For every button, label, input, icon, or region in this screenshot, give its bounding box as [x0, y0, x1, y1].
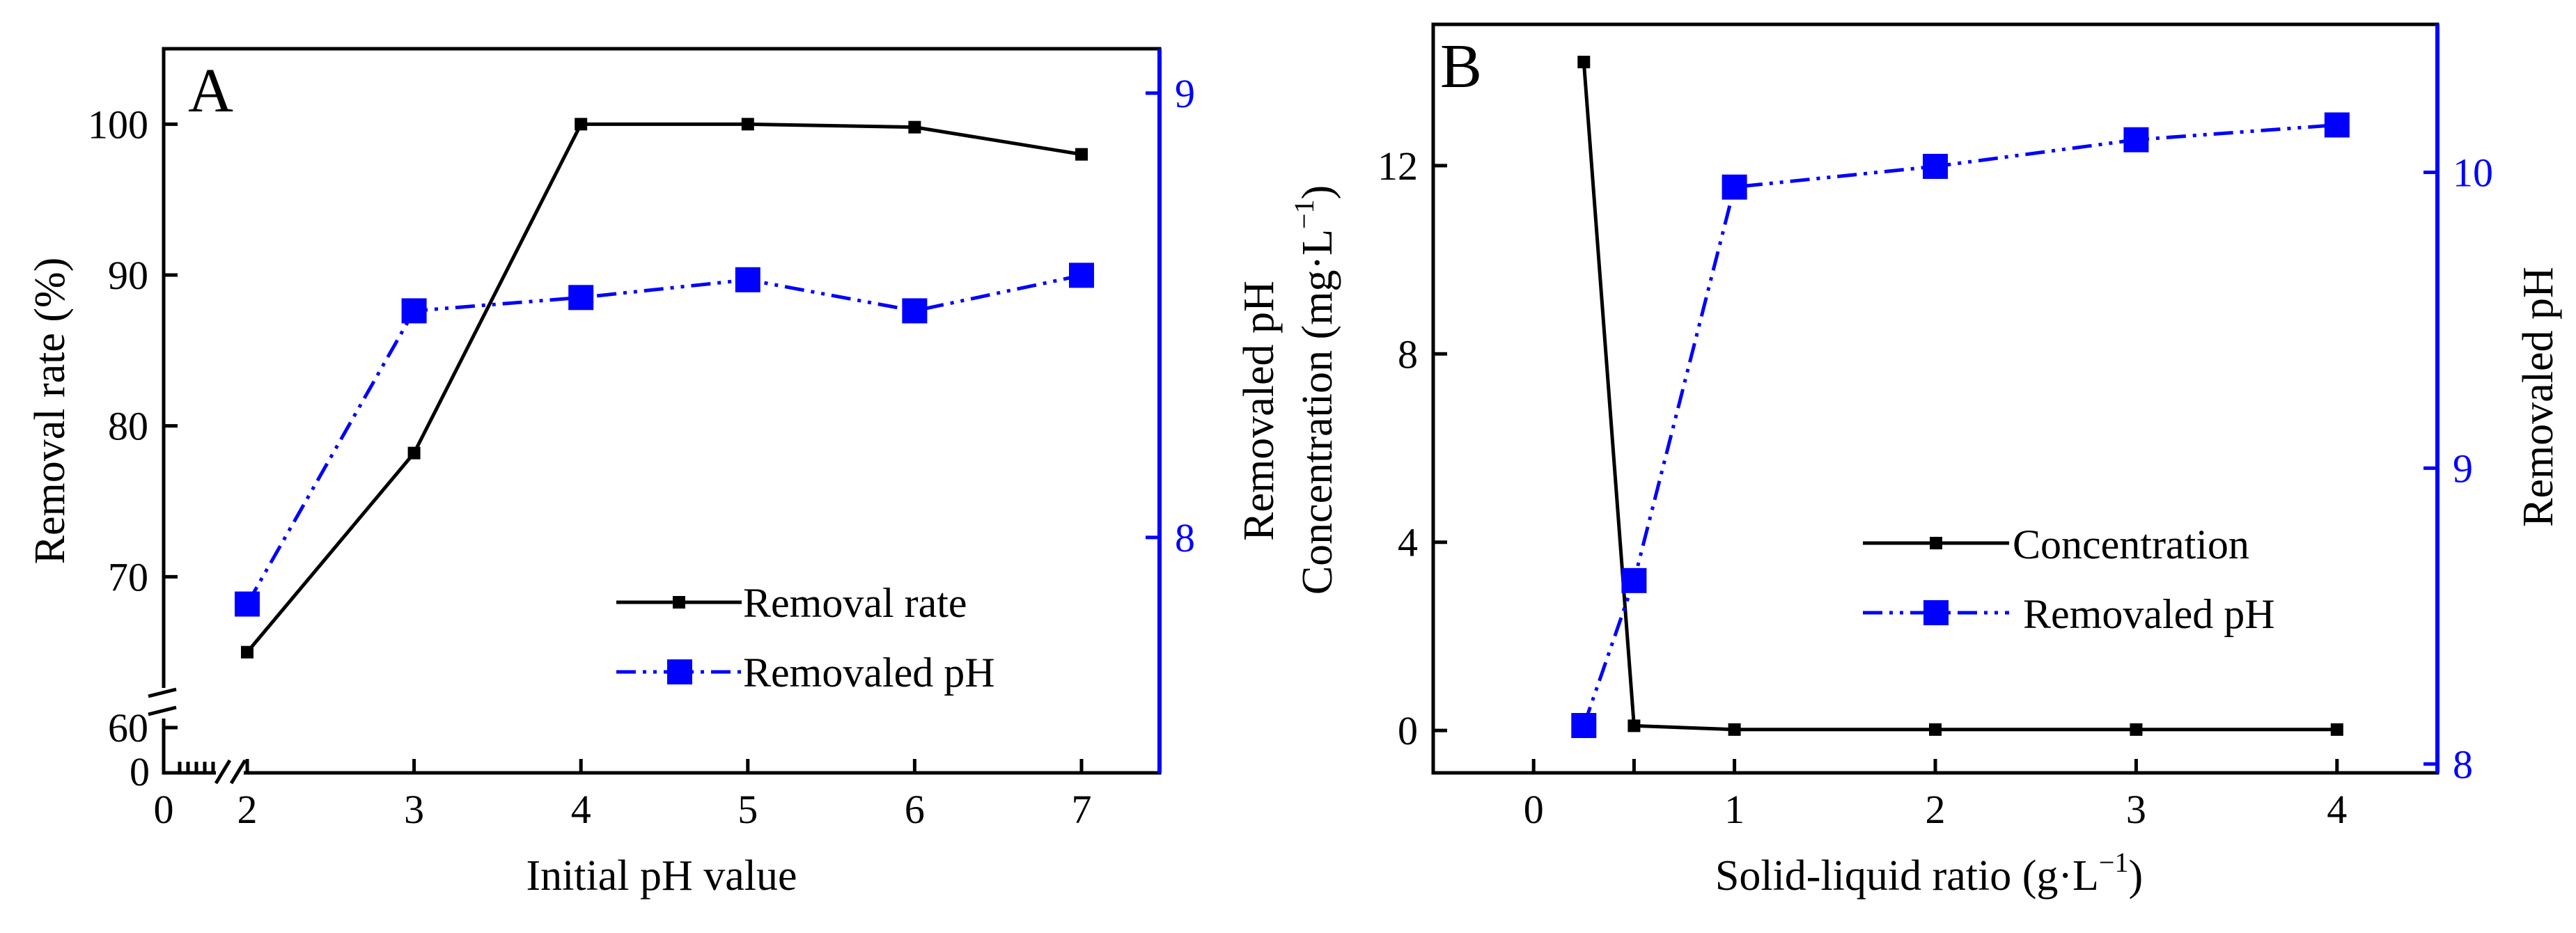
panel-b-y-tick-label: 12 [1377, 143, 1418, 189]
panel-b-y-tick-label: 0 [1398, 708, 1418, 753]
chart-figure: A 0 0234567 60708090100 89 Initial pH va… [0, 0, 2576, 930]
panel-a-legend-marker-ph [667, 659, 692, 684]
panel-b-point-removaled-ph [2325, 112, 2350, 137]
panel-a-point-removaled-ph [568, 285, 593, 310]
panel-b-point-removaled-ph [1923, 154, 1948, 179]
panel-b-x-axis-title-main: Solid-liquid ratio (g·L [1715, 852, 2099, 900]
panel-b-x-tick-label: 1 [1724, 787, 1744, 832]
panel-a-x-tick-label: 3 [404, 787, 424, 832]
panel-a-x-tick-label: 7 [1072, 787, 1092, 832]
panel-b-x-tick-label: 2 [1926, 787, 1946, 832]
panel-b-right-tick-label: 9 [2453, 446, 2473, 491]
panel-b-x-tick-label: 4 [2327, 787, 2347, 832]
panel-b-y-tick-label: 8 [1398, 331, 1418, 377]
panel-b-point-concentration [2130, 723, 2142, 736]
panel-b-point-removaled-ph [1571, 713, 1596, 738]
panel-b-point-concentration [1577, 56, 1590, 68]
panel-b-point-concentration [1728, 723, 1741, 736]
panel-b-label: B [1440, 32, 1482, 101]
panel-a-legend-label-ph: Removaled pH [743, 650, 995, 696]
panel-a-legend-marker-removal [673, 596, 685, 609]
panel-b-y-tick-label: 4 [1398, 520, 1418, 565]
panel-a-point-removaled-ph [235, 592, 260, 617]
panel-a-right-axis-title: Removaled pH [1235, 281, 1283, 541]
panel-b-point-concentration [1627, 719, 1640, 732]
panel-a-x-tick-label: 5 [737, 787, 758, 832]
panel-a-label: A [188, 56, 233, 125]
panel-a-y-break-label: 0 [130, 749, 150, 794]
panel-a-y-tick-label: 100 [88, 102, 148, 147]
panel-b-x-tick-label: 3 [2126, 787, 2146, 832]
panel-b-x-axis-title-end: ) [2128, 852, 2143, 900]
panel-b-legend-label-ph: Removaled pH [2023, 591, 2275, 637]
panel-a-x-tick-label: 6 [905, 787, 925, 832]
panel-b-y-axis-title: Concentration (mg·L−1) [1288, 185, 1341, 595]
panel-a-point-removal-rate [908, 121, 921, 134]
panel-a-point-removaled-ph [1069, 262, 1094, 288]
panel-b-legend-marker-ph [1923, 600, 1949, 625]
panel-a-right-tick-label: 9 [1175, 71, 1195, 116]
panel-a-point-removal-rate [1075, 148, 1088, 161]
panel-b-x-axis-title: Solid-liquid ratio (g·L−1) [1715, 847, 2143, 900]
panel-a-point-removaled-ph [735, 267, 760, 292]
panel-a-x-axis-title: Initial pH value [526, 852, 797, 900]
panel-b-point-removaled-ph [1621, 568, 1646, 593]
panel-a-y-tick-label: 90 [108, 253, 148, 298]
panel-b-point-concentration [1929, 723, 1942, 736]
panel-b-right-tick-label: 8 [2453, 742, 2473, 787]
panel-a-point-removaled-ph [402, 298, 427, 323]
panel-a-y-tick-label: 70 [108, 554, 148, 599]
panel-b-point-removaled-ph [1722, 175, 1747, 200]
panel-b-point-concentration [2331, 723, 2343, 736]
figure: A 0 0234567 60 70 80 90 100 89 Initial pH va… [0, 0, 2576, 930]
panel-a-point-removal-rate [575, 118, 587, 130]
panel-a-x-tick-label: 2 [237, 787, 258, 832]
panel-a-point-removal-rate [241, 646, 253, 659]
panel-b-x-axis-title-sup: −1 [2099, 847, 2129, 878]
panel-b-legend-marker-concentration [1930, 537, 1942, 549]
panel-a-y-tick-label: 80 [108, 404, 148, 449]
panel-a-y-tick-label: 60 [108, 705, 148, 751]
panel-a-x-tick-label: 0 [154, 787, 174, 832]
panel-a-point-removal-rate [408, 447, 421, 460]
panel-b-y-axis-title-sup: −1 [1288, 199, 1320, 229]
panel-a-point-removaled-ph [902, 298, 927, 323]
panel-b-right-tick-label: 10 [2453, 150, 2493, 195]
panel-b-legend-label-concentration: Concentration [2013, 522, 2249, 567]
panel-b-x-tick-label: 0 [1524, 787, 1544, 832]
panel-a-legend-label-removal: Removal rate [743, 580, 967, 626]
panel-b-right-axis-title: Removaled pH [2515, 267, 2562, 527]
panel-a-y-axis-title: Removal rate (%) [26, 258, 74, 565]
panel-a-right-tick-label: 8 [1175, 515, 1195, 560]
panel-b-y-axis-title-main: Concentration (mg·L [1294, 229, 1341, 595]
panel-a-point-removal-rate [742, 118, 754, 130]
panel-b-y-axis-title-end: ) [1294, 185, 1341, 200]
panel-a-x-tick-label: 4 [571, 787, 591, 832]
panel-b-point-removaled-ph [2123, 127, 2148, 152]
